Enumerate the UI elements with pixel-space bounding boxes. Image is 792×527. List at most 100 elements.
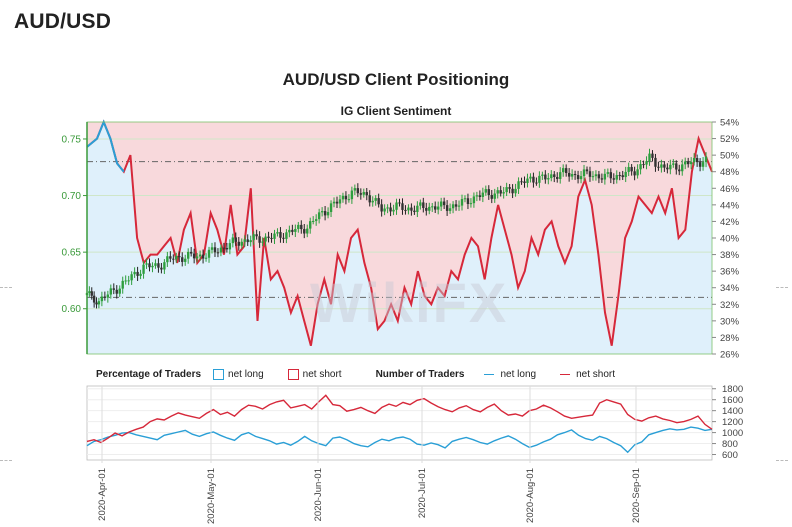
right-tick-label: 52%	[720, 134, 740, 145]
candle-body	[243, 239, 246, 242]
candle-body	[347, 199, 351, 201]
candle-body	[564, 168, 568, 173]
candle-body	[520, 181, 523, 183]
candle-body	[544, 174, 547, 180]
candle-body	[431, 206, 434, 208]
candle-body	[600, 178, 604, 180]
legend-label: net long	[500, 369, 537, 380]
candle-body	[294, 228, 297, 232]
candlesticks	[85, 148, 708, 309]
candle-body	[344, 195, 348, 200]
candle-body	[434, 206, 437, 210]
candle-body	[567, 172, 571, 177]
bottom-right-tick-label: 1800	[722, 384, 743, 395]
candle-body	[621, 175, 624, 178]
candle-body	[686, 161, 690, 165]
candle-body	[582, 169, 586, 177]
candle-body	[228, 243, 232, 250]
candle-body	[529, 176, 532, 179]
candle-body	[606, 172, 610, 174]
candle-body	[332, 201, 336, 204]
candle-body	[422, 202, 425, 208]
candle-body	[189, 251, 193, 254]
candle-body	[341, 195, 345, 200]
page-divider-right	[776, 287, 788, 288]
right-tick-label: 34%	[720, 283, 740, 294]
candle-body	[279, 232, 282, 238]
page-divider-left-2	[0, 460, 12, 461]
candle-body	[163, 262, 166, 270]
candle-body	[439, 201, 443, 207]
candle-body	[475, 195, 479, 197]
candle-body	[115, 289, 118, 294]
candle-body	[511, 188, 514, 194]
x-tick-label: 2020-Sep-01	[631, 468, 642, 523]
candle-body	[252, 234, 255, 241]
candle-body	[231, 237, 235, 244]
candle-body	[401, 203, 404, 210]
candle-body	[92, 295, 96, 303]
candle-body	[160, 267, 163, 270]
candle-body	[186, 251, 190, 259]
candle-body	[573, 174, 577, 176]
candle-body	[216, 252, 220, 254]
candle-body	[660, 164, 663, 168]
candle-body	[654, 157, 657, 167]
candle-body	[386, 207, 389, 209]
bottom-right-tick-label: 800	[722, 439, 738, 450]
candle-body	[666, 167, 669, 170]
candle-body	[472, 196, 476, 204]
candle-body	[651, 153, 654, 158]
candle-body	[627, 167, 630, 172]
candle-body	[404, 209, 407, 211]
candle-body	[320, 211, 324, 213]
candle-body	[463, 198, 467, 200]
candle-body	[335, 201, 339, 204]
candle-body	[448, 208, 452, 211]
candle-body	[130, 274, 133, 281]
candle-body	[579, 176, 583, 180]
candle-body	[559, 172, 562, 179]
candle-body	[291, 229, 294, 232]
chart-title: AUD/USD Client Positioning	[282, 70, 510, 89]
candle-body	[642, 164, 645, 166]
candle-body	[222, 247, 226, 249]
x-tick-label: 2020-May-01	[206, 468, 217, 524]
candle-body	[532, 176, 535, 183]
candle-body	[648, 153, 651, 162]
candle-body	[234, 237, 238, 242]
candle-body	[303, 229, 306, 234]
candle-body	[100, 296, 104, 302]
candle-body	[338, 199, 342, 204]
candle-body	[570, 174, 574, 177]
candle-body	[377, 198, 380, 205]
candle-body	[624, 171, 627, 178]
candle-body	[139, 273, 142, 276]
candle-body	[258, 236, 261, 243]
candle-body	[323, 211, 327, 216]
candle-body	[484, 189, 488, 193]
candle-body	[508, 187, 511, 189]
candle-body	[451, 204, 455, 209]
candle-body	[603, 173, 607, 180]
sentiment-line	[86, 119, 713, 346]
right-tick-label: 54%	[720, 118, 740, 129]
candle-body	[225, 247, 229, 250]
candle-body	[181, 257, 184, 262]
candle-body	[240, 241, 243, 246]
candle-body	[609, 172, 613, 179]
candle-body	[457, 205, 461, 207]
candle-body	[413, 210, 416, 212]
candle-body	[362, 192, 365, 195]
candle-body	[356, 188, 360, 194]
candle-body	[454, 204, 458, 207]
bottom-right-tick-label: 1400	[722, 406, 743, 417]
candle-body	[309, 221, 312, 229]
candle-body	[261, 241, 264, 243]
bottom-right-tick-label: 600	[722, 450, 738, 461]
candle-body	[496, 190, 499, 194]
candle-body	[678, 169, 681, 172]
right-tick-label: 38%	[720, 250, 740, 261]
bottom-right-tick-label: 1200	[722, 417, 743, 428]
x-tick-label: 2020-Jul-01	[417, 468, 428, 518]
